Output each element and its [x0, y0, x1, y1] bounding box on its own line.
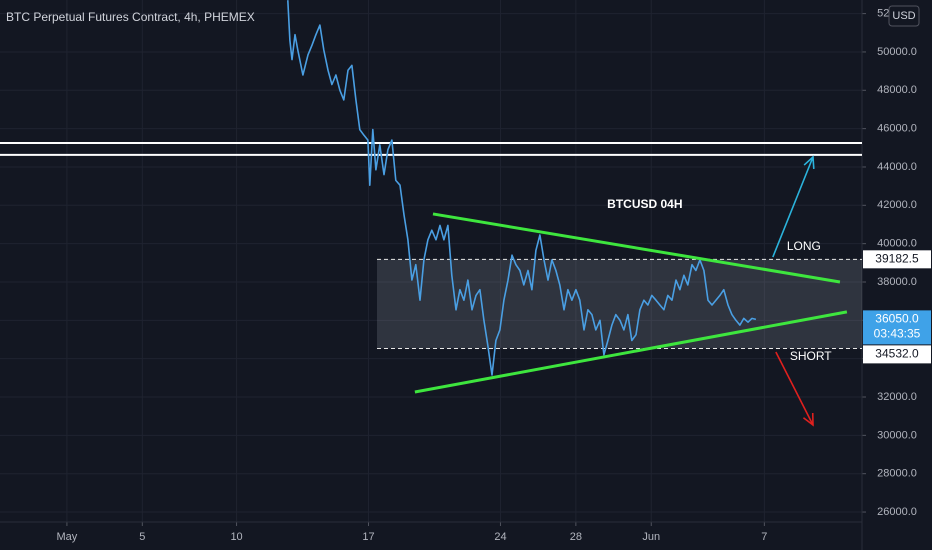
- trendline: [414, 310, 848, 394]
- level-price-box: [863, 345, 931, 364]
- y-tick-label: 28000.0: [877, 468, 917, 480]
- last-price-box: [863, 310, 931, 345]
- x-tick-label: 24: [494, 531, 506, 543]
- y-tick-label: 46000.0: [877, 123, 917, 135]
- level-price-label: 34532.0: [875, 347, 919, 361]
- x-tick-label: Jun: [642, 531, 660, 543]
- annotation: BTCUSD 04H: [607, 197, 682, 211]
- currency-label: USD: [892, 10, 915, 22]
- y-tick-label: 32000.0: [877, 391, 917, 403]
- y-tick-label: 38000.0: [877, 276, 917, 288]
- countdown: 03:43:35: [874, 327, 921, 341]
- y-tick-label: 30000.0: [877, 429, 917, 441]
- arrow: [772, 156, 814, 258]
- level-price-box: [863, 250, 931, 269]
- price-line: [287, 0, 757, 376]
- currency-badge: [888, 5, 920, 27]
- y-tick-label: 26000.0: [877, 506, 917, 518]
- x-tick-label: May: [57, 531, 78, 543]
- x-tick-label: 28: [570, 531, 582, 543]
- arrow-head: [803, 155, 815, 170]
- y-tick-label: 50000.0: [877, 46, 917, 58]
- last-price-label: 36050.0: [875, 312, 919, 326]
- y-tick-label: 42000.0: [877, 199, 917, 211]
- x-tick-label: 5: [139, 531, 145, 543]
- level-price-label: 39182.5: [875, 251, 919, 265]
- chart-title: BTC Perpetual Futures Contract, 4h, PHEM…: [6, 10, 255, 24]
- arrow-label: LONG: [787, 239, 821, 253]
- trendline: [432, 212, 841, 284]
- y-tick-label: 44000.0: [877, 161, 917, 173]
- x-tick-label: 7: [761, 531, 767, 543]
- arrow-label: SHORT: [790, 349, 832, 363]
- x-tick-label: 10: [230, 531, 242, 543]
- arrow: [775, 351, 814, 426]
- x-tick-label: 17: [362, 531, 374, 543]
- y-tick-label: 48000.0: [877, 84, 917, 96]
- arrow-head: [802, 412, 814, 427]
- y-tick-label: 40000.0: [877, 238, 917, 250]
